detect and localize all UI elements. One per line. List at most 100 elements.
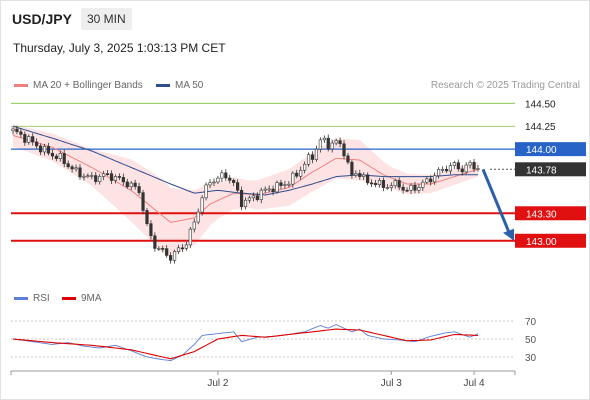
candle-body xyxy=(62,153,66,164)
forecast-arrow-shaft xyxy=(481,168,512,236)
candle-body xyxy=(161,248,165,250)
x-tick-label: Jul 3 xyxy=(381,378,403,389)
candle-body xyxy=(303,163,307,171)
candle-body xyxy=(70,166,74,170)
candle-body xyxy=(15,128,19,133)
x-tick-label: Jul 4 xyxy=(463,378,485,389)
candle-body xyxy=(102,173,106,177)
candle-body xyxy=(125,181,129,188)
candle-body xyxy=(314,148,319,160)
candle-body xyxy=(113,176,118,181)
candle-body xyxy=(220,172,224,179)
candle-body xyxy=(362,174,366,177)
candle-body xyxy=(66,163,70,168)
candle-body xyxy=(169,255,173,261)
candle-body xyxy=(176,247,181,252)
header-bar: USD/JPY 30 MIN xyxy=(1,1,589,35)
candle-body xyxy=(401,186,405,191)
candle-body xyxy=(295,172,299,177)
resistance-label-bg xyxy=(515,142,586,157)
candle-body xyxy=(389,185,393,188)
candle-body xyxy=(239,189,244,207)
candle-body xyxy=(74,167,78,170)
candle-body xyxy=(31,136,35,143)
level-label: 144.50 xyxy=(525,99,556,110)
symbol-title: USD/JPY xyxy=(12,11,72,27)
level-label: 144.25 xyxy=(525,122,556,133)
support-label: 143.30 xyxy=(526,209,557,220)
legend-ma20: MA 20 + Bollinger Bands xyxy=(14,80,143,91)
candle-body xyxy=(338,140,342,145)
candle-body xyxy=(306,154,311,165)
candle-body xyxy=(232,180,236,183)
candle-body xyxy=(94,175,98,182)
candle-body xyxy=(472,162,476,170)
candle-body xyxy=(90,175,94,177)
legend-swatch xyxy=(14,83,28,87)
candle-body xyxy=(42,146,47,153)
candle-body xyxy=(460,168,464,173)
candle-body xyxy=(468,162,472,166)
candle-body xyxy=(82,175,86,178)
rsi-tick-label: 50 xyxy=(525,335,537,346)
candle-body xyxy=(153,235,157,249)
support-label: 143.00 xyxy=(526,237,557,248)
candle-body xyxy=(236,182,240,191)
candle-body xyxy=(19,131,23,135)
candle-body xyxy=(38,145,43,153)
candle-body xyxy=(417,187,421,191)
candle-body xyxy=(192,221,196,230)
candle-body xyxy=(105,173,110,175)
candle-body xyxy=(275,182,279,193)
candle-body xyxy=(50,152,55,157)
forecast-arrow-head xyxy=(503,228,514,241)
candle-body xyxy=(291,172,295,185)
candle-body xyxy=(413,184,417,191)
rsi-series-line xyxy=(12,324,479,362)
candle-body xyxy=(330,142,334,150)
candle-body xyxy=(46,146,51,154)
candle-body xyxy=(334,140,338,144)
candle-body xyxy=(326,137,330,150)
legend-label: MA 50 xyxy=(175,80,204,91)
candle-body xyxy=(121,177,125,183)
legend-swatch xyxy=(14,296,28,300)
candle-body xyxy=(366,174,370,184)
candle-body xyxy=(224,172,228,179)
legend-rsi: RSI xyxy=(14,293,50,304)
timeframe-badge[interactable]: 30 MIN xyxy=(81,8,132,30)
9ma-series-line xyxy=(12,328,479,360)
candle-body xyxy=(133,182,137,187)
candle-body xyxy=(393,180,397,186)
legend-9ma: 9MA xyxy=(62,293,102,304)
candle-body xyxy=(456,162,460,170)
candle-body xyxy=(346,155,350,163)
candle-body xyxy=(149,223,153,237)
candle-body xyxy=(271,188,275,193)
ma50-line xyxy=(12,125,478,196)
candle-body xyxy=(267,188,271,191)
candle-body xyxy=(452,162,456,167)
current-price-label-bg xyxy=(515,162,586,177)
candle-body xyxy=(145,210,149,224)
candle-body xyxy=(354,173,358,176)
candle-body xyxy=(98,176,102,182)
candle-body xyxy=(212,181,216,184)
candle-body xyxy=(157,248,161,250)
candle-body xyxy=(279,182,283,186)
candle-body xyxy=(172,251,177,261)
support-label-bg xyxy=(515,206,586,221)
candle-body xyxy=(86,175,90,177)
resistance-label: 144.00 xyxy=(526,145,557,156)
candle-body xyxy=(425,178,429,183)
candle-body xyxy=(54,155,58,159)
candle-body xyxy=(476,168,480,170)
candle-body xyxy=(141,192,145,211)
candle-body xyxy=(397,180,401,188)
candle-body xyxy=(184,244,188,249)
candle-body xyxy=(318,139,322,150)
candle-body xyxy=(370,182,374,185)
credit: Research © 2025 Trading Central xyxy=(430,80,580,91)
candle-body xyxy=(117,176,121,178)
